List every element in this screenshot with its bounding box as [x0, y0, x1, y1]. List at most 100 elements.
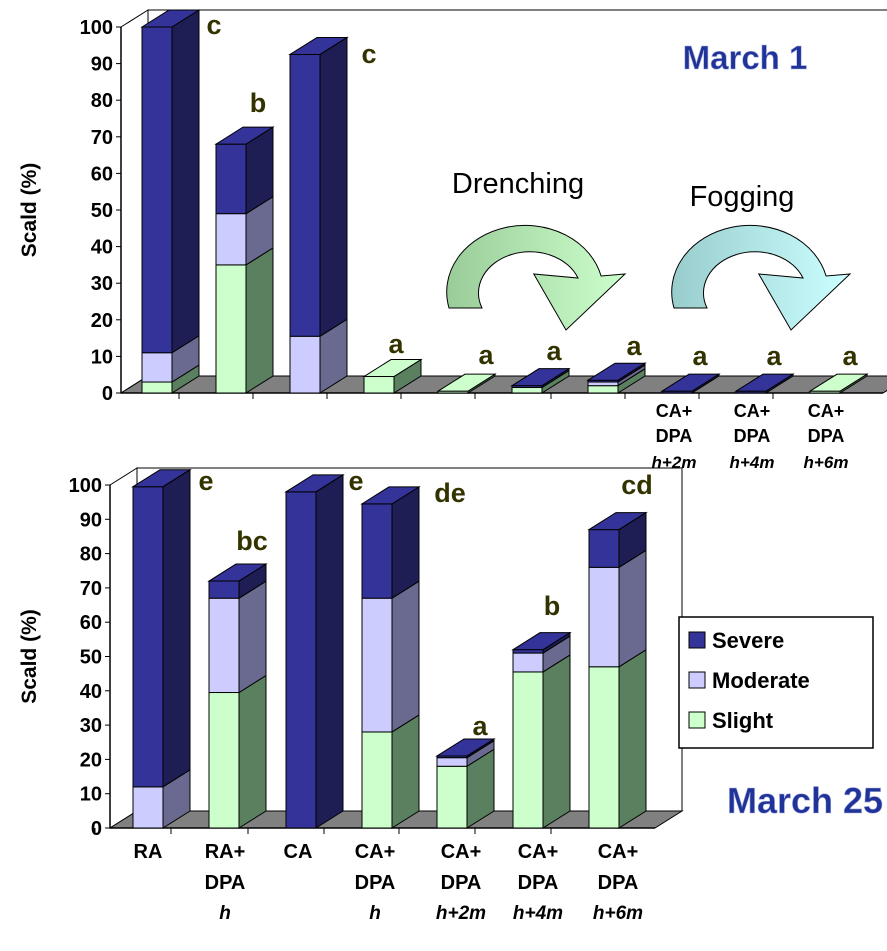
bar-severe [361, 485, 420, 600]
legend-swatch-moderate [688, 671, 706, 689]
bar-moderate [141, 334, 200, 383]
bar-moderate-front [587, 381, 619, 387]
significance-letter: b [250, 88, 267, 118]
bar-slight-front [208, 692, 240, 829]
bar-moderate-front [588, 566, 620, 668]
bar-severe-front [588, 529, 620, 568]
bar-top [214, 126, 275, 145]
bar-slight-side [618, 648, 647, 829]
x-category-label: CA+ [518, 841, 559, 863]
x-category-label: h+2m [436, 903, 486, 924]
bar-moderate-front [215, 213, 247, 266]
bar-moderate [361, 580, 420, 733]
y-axis-label: Scald (%) [18, 163, 41, 258]
x-category-label: RA+ [205, 841, 246, 863]
significance-letter: a [626, 331, 642, 361]
y-tick-label: 0 [91, 818, 102, 840]
legend-label: Severe [712, 628, 784, 653]
bar-slight-front [215, 264, 247, 394]
y-tick-label: 10 [91, 346, 113, 368]
bar-moderate-side [391, 580, 420, 733]
fogging-arrow [671, 224, 852, 331]
y-tick-label: 30 [91, 273, 113, 295]
bar-slight [361, 714, 420, 829]
bar-moderate [588, 549, 647, 668]
bar-moderate-side [618, 549, 647, 668]
y-tick-label: 60 [91, 163, 113, 185]
legend-swatch-slight [688, 711, 706, 729]
bar-moderate [289, 318, 348, 394]
bar-slight-front [511, 387, 543, 394]
legend-label: Slight [712, 708, 774, 733]
y-tick-label: 10 [80, 784, 102, 806]
x-category-label: h+4m [730, 453, 775, 472]
significance-letter: bc [236, 526, 268, 556]
significance-letter: c [361, 39, 376, 69]
bar-slight-front [512, 671, 544, 829]
y-tick-label: 60 [80, 612, 102, 634]
x-category-label: CA+ [355, 841, 396, 863]
bar-top [284, 474, 345, 493]
bar-top [734, 373, 795, 392]
bar-moderate-front [141, 352, 173, 383]
legend: Severe Moderate Slight [678, 616, 874, 749]
y-tick-label: 100 [69, 475, 102, 497]
bar-top [207, 563, 268, 582]
bar-moderate-front [512, 652, 544, 673]
bar-slight-front [141, 381, 173, 394]
bar-top [587, 512, 648, 531]
bar-top [362, 359, 423, 378]
bar-slight-side [238, 674, 267, 829]
y-tick-label: 90 [80, 509, 102, 531]
bar-slight-front [588, 666, 620, 829]
x-category-label: h+6m [593, 903, 643, 924]
bar-moderate-side [238, 580, 267, 694]
fogging-label: Fogging [690, 181, 795, 213]
bar-slight-side [542, 654, 571, 829]
y-tick-label: 80 [80, 544, 102, 566]
x-category-label: CA [284, 841, 313, 863]
bar-slight-front [436, 765, 468, 829]
significance-letter: b [544, 591, 561, 621]
bar-slight [208, 674, 267, 829]
bar-slight [588, 648, 647, 829]
bar-slight [512, 654, 571, 829]
legend-box [678, 616, 874, 749]
bar-slight-front [587, 385, 619, 394]
bar-severe-front [289, 53, 321, 337]
x-category-label: h+4m [513, 903, 563, 924]
bar-severe-front [512, 649, 544, 654]
bar-slight [436, 748, 495, 829]
y-tick-label: 20 [91, 310, 113, 332]
legend-swatch-severe [688, 631, 706, 649]
x-category-label: DPA [656, 426, 693, 446]
y-tick-label: 30 [80, 715, 102, 737]
bar-severe-front [208, 580, 240, 599]
bar-moderate [132, 768, 191, 829]
chart-title: March 25 [727, 780, 883, 821]
bar-top [511, 632, 572, 651]
bar-severe-front [132, 486, 164, 788]
x-category-label: h+2m [652, 453, 697, 472]
significance-letter: e [198, 466, 213, 496]
bar-slight-side [391, 714, 420, 829]
bar-slight [215, 246, 274, 394]
x-category-label: h [369, 903, 381, 924]
bar-severe [208, 563, 267, 600]
x-category-label: DPA [441, 872, 482, 894]
significance-letter: a [692, 341, 708, 371]
bar-severe-front [285, 491, 317, 829]
bar-top [436, 373, 497, 392]
y-tick-label: 40 [80, 681, 102, 703]
x-category-label: DPA [734, 426, 771, 446]
bar-slight-front [361, 731, 393, 829]
bar-severe [289, 36, 348, 338]
y-tick-label: 20 [80, 749, 102, 771]
significance-letter: de [434, 478, 466, 508]
significance-letter: e [348, 466, 363, 496]
bar-top [510, 368, 571, 387]
bar-severe-side [391, 485, 420, 600]
x-category-label: RA [134, 841, 163, 863]
significance-letter: c [206, 10, 221, 40]
bar-severe [141, 9, 200, 354]
